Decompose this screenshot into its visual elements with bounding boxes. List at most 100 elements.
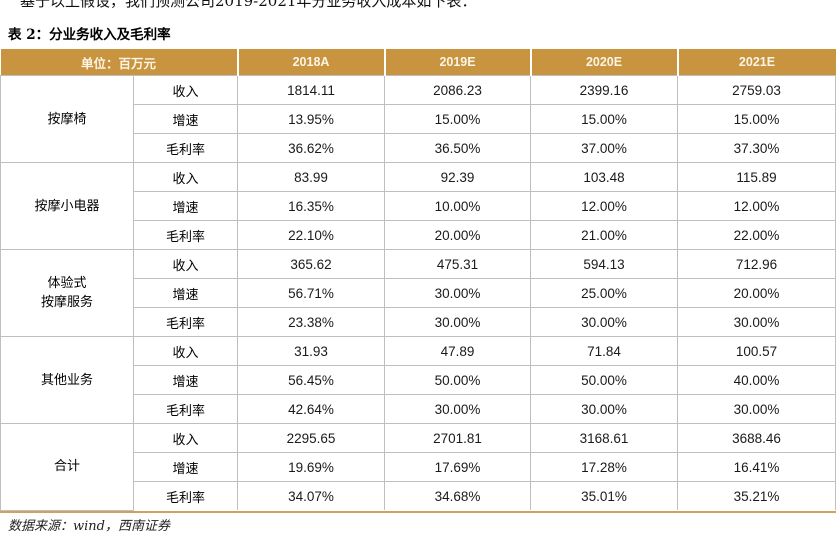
value-cell: 42.64% — [237, 394, 386, 424]
value-cell: 712.96 — [677, 249, 836, 279]
value-cell: 3168.61 — [530, 423, 679, 453]
table-row: 合计 收入 2295.65 2701.81 3168.61 3688.46 — [0, 423, 836, 511]
year-header-2019E: 2019E — [383, 49, 531, 76]
value-cell: 30.00% — [677, 307, 836, 337]
segment-label: 按摩小电器 — [0, 162, 134, 250]
value-cell: 37.00% — [530, 133, 679, 163]
value-cell: 115.89 — [677, 162, 836, 192]
value-cell: 56.71% — [237, 278, 386, 308]
value-cell: 30.00% — [384, 307, 532, 337]
value-cell: 30.00% — [530, 307, 679, 337]
table-row: 毛利率 42.64% 30.00% 30.00% 30.00% — [1, 394, 836, 424]
header-row: 单位：百万元 2018A 2019E 2020E 2021E — [0, 49, 836, 76]
table-row: 增速 19.69% 17.69% 17.28% 16.41% — [1, 452, 836, 482]
value-cell: 30.00% — [677, 394, 836, 424]
data-source-note: 数据来源：wind，西南证券 — [8, 518, 170, 534]
segment-label: 合计 — [0, 423, 134, 511]
value-cell: 50.00% — [384, 365, 532, 395]
segment-revenue-margin-table: 单位：百万元 2018A 2019E 2020E 2021E 按摩椅 收入 1814.11… — [0, 49, 836, 511]
value-cell: 35.21% — [677, 481, 836, 510]
table-row: 增速 56.45% 50.00% 50.00% 40.00% — [1, 365, 836, 395]
value-cell: 2295.65 — [237, 423, 386, 453]
table-row: 毛利率 22.10% 20.00% 21.00% 22.00% — [1, 220, 836, 250]
value-cell: 12.00% — [677, 191, 836, 221]
value-cell: 10.00% — [384, 191, 532, 221]
value-cell: 83.99 — [237, 162, 386, 192]
value-cell: 19.69% — [237, 452, 386, 482]
metric-label: 收入 — [132, 423, 239, 453]
table-title: 表 2：分业务收入及毛利率 — [8, 27, 171, 43]
table-body: 按摩椅 收入 1814.11 2086.23 2399.16 2759.03 增速 13.95… — [0, 75, 836, 511]
table-row: 增速 16.35% 10.00% 12.00% 12.00% — [1, 191, 836, 221]
value-cell: 31.93 — [237, 336, 386, 366]
value-cell: 23.38% — [237, 307, 386, 337]
intro-text: 基于以上假设，我们预测公司2019-2021年分业务收入成本如下表： — [20, 0, 477, 10]
table-header: 单位：百万元 2018A 2019E 2020E 2021E — [0, 49, 836, 76]
value-cell: 25.00% — [530, 278, 679, 308]
value-cell: 40.00% — [677, 365, 836, 395]
value-cell: 34.68% — [384, 481, 532, 510]
value-cell: 36.62% — [237, 133, 386, 163]
metric-label: 增速 — [132, 191, 239, 221]
metric-label: 收入 — [132, 336, 239, 366]
value-cell: 21.00% — [530, 220, 679, 250]
intro-paragraph-clipped: 基于以上假设，我们预测公司2019-2021年分业务收入成本如下表： — [0, 0, 836, 12]
metric-label: 增速 — [132, 278, 239, 308]
value-cell: 100.57 — [677, 336, 836, 366]
segment-label: 其他业务 — [0, 336, 134, 424]
table-row: 毛利率 36.62% 36.50% 37.00% 37.30% — [1, 133, 836, 163]
value-cell: 15.00% — [384, 104, 532, 134]
value-cell: 30.00% — [384, 278, 532, 308]
value-cell: 365.62 — [237, 249, 386, 279]
metric-label: 毛利率 — [132, 307, 239, 337]
value-cell: 92.39 — [384, 162, 532, 192]
metric-label: 毛利率 — [132, 394, 239, 424]
year-header-2020E: 2020E — [529, 49, 678, 76]
year-header-2018A: 2018A — [236, 49, 385, 76]
value-cell: 22.10% — [237, 220, 386, 250]
segment-table-container: 单位：百万元 2018A 2019E 2020E 2021E 按摩椅 收入 1814.11… — [0, 49, 836, 513]
value-cell: 594.13 — [530, 249, 679, 279]
value-cell: 17.28% — [530, 452, 679, 482]
value-cell: 2759.03 — [677, 75, 836, 105]
value-cell: 475.31 — [384, 249, 532, 279]
value-cell: 12.00% — [530, 191, 679, 221]
metric-label: 收入 — [132, 249, 239, 279]
value-cell: 17.69% — [384, 452, 532, 482]
table-row: 增速 13.95% 15.00% 15.00% 15.00% — [1, 104, 836, 134]
value-cell: 56.45% — [237, 365, 386, 395]
value-cell: 35.01% — [530, 481, 679, 510]
value-cell: 13.95% — [237, 104, 386, 134]
table-row: 其他业务 收入 31.93 47.89 71.84 100.57 — [0, 336, 836, 424]
value-cell: 22.00% — [677, 220, 836, 250]
metric-label: 毛利率 — [132, 481, 239, 510]
metric-label: 增速 — [132, 104, 239, 134]
value-cell: 16.35% — [237, 191, 386, 221]
value-cell: 30.00% — [384, 394, 532, 424]
table-row: 增速 56.71% 30.00% 25.00% 20.00% — [1, 278, 836, 308]
metric-label: 毛利率 — [132, 133, 239, 163]
value-cell: 36.50% — [384, 133, 532, 163]
year-header-2021E: 2021E — [676, 49, 836, 76]
value-cell: 71.84 — [530, 336, 679, 366]
value-cell: 1814.11 — [237, 75, 386, 105]
metric-label: 增速 — [132, 365, 239, 395]
value-cell: 2701.81 — [384, 423, 532, 453]
table-row: 体验式 按摩服务 收入 365.62 475.31 594.13 712.96 — [0, 249, 836, 337]
value-cell: 3688.46 — [677, 423, 836, 453]
segment-label: 体验式 按摩服务 — [0, 249, 134, 337]
value-cell: 2399.16 — [530, 75, 679, 105]
value-cell: 103.48 — [530, 162, 679, 192]
metric-label: 毛利率 — [132, 220, 239, 250]
value-cell: 34.07% — [237, 481, 386, 510]
table-row: 按摩小电器 收入 83.99 92.39 103.48 115.89 — [0, 162, 836, 250]
value-cell: 2086.23 — [384, 75, 532, 105]
value-cell: 30.00% — [530, 394, 679, 424]
value-cell: 37.30% — [677, 133, 836, 163]
value-cell: 20.00% — [677, 278, 836, 308]
value-cell: 16.41% — [677, 452, 836, 482]
value-cell: 15.00% — [530, 104, 679, 134]
value-cell: 50.00% — [530, 365, 679, 395]
value-cell: 20.00% — [384, 220, 532, 250]
